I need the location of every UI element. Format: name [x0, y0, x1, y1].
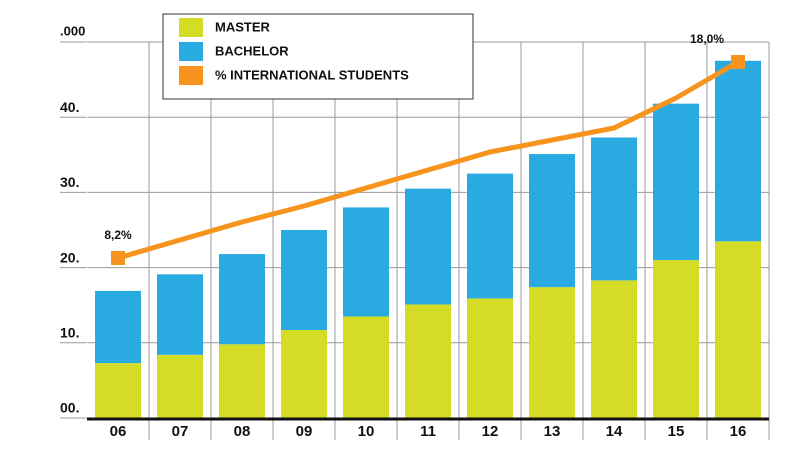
- bar-segment: [405, 304, 451, 418]
- x-tick-label: 08: [234, 423, 251, 440]
- y-axis-label: .000: [60, 23, 85, 38]
- bar-segment: [95, 363, 141, 418]
- x-tick-label: 15: [668, 423, 685, 440]
- bar-segment: [653, 103, 699, 261]
- legend-swatch: [179, 18, 203, 37]
- x-tick-label: 16: [730, 423, 747, 440]
- bar-segment: [219, 344, 265, 418]
- x-tick-label: 09: [296, 423, 313, 440]
- bar-segment: [343, 316, 389, 418]
- legend-swatch: [179, 66, 203, 85]
- x-tick-label: 13: [544, 423, 561, 440]
- y-tick-label: 00.: [60, 400, 79, 416]
- data-label: 8,2%: [104, 228, 132, 242]
- bar-segment: [281, 230, 327, 331]
- line-marker: [111, 251, 125, 265]
- bar-segment: [591, 137, 637, 281]
- line-marker: [731, 55, 745, 69]
- x-tick-label: 06: [110, 423, 127, 440]
- legend-label: % INTERNATIONAL STUDENTS: [215, 67, 409, 82]
- legend-box: [162, 13, 474, 100]
- bar-segment: [467, 298, 513, 418]
- line-series: [117, 59, 740, 261]
- bar-segment: [591, 280, 637, 418]
- bar-segment: [715, 241, 761, 418]
- y-tick-label: 20.: [60, 249, 79, 265]
- legend-label: MASTER: [215, 19, 271, 34]
- x-tick-label: 11: [420, 423, 436, 440]
- data-label: 18,0%: [690, 32, 724, 46]
- x-tick-label: 12: [482, 423, 499, 440]
- x-tick-label: 07: [172, 423, 189, 440]
- bar-segment: [95, 290, 141, 364]
- legend-swatch: [179, 42, 203, 61]
- legend-label: BACHELOR: [215, 43, 289, 58]
- y-tick-label: 10.: [60, 325, 79, 341]
- bar-segment: [529, 154, 575, 288]
- bar-segment: [653, 260, 699, 418]
- bar-segment: [405, 188, 451, 305]
- bar-segment: [157, 354, 203, 418]
- bar-segment: [219, 254, 265, 345]
- bar-segment: [715, 60, 761, 242]
- y-tick-label: 40.: [60, 99, 79, 115]
- x-tick-label: 14: [606, 423, 623, 440]
- bar-segment: [157, 274, 203, 355]
- y-tick-label: 30.: [60, 174, 79, 190]
- x-tick-label: 10: [358, 423, 375, 440]
- bar-segment: [343, 207, 389, 317]
- bar-segment: [467, 173, 513, 299]
- bar-segment: [529, 287, 575, 418]
- bar-segment: [281, 330, 327, 418]
